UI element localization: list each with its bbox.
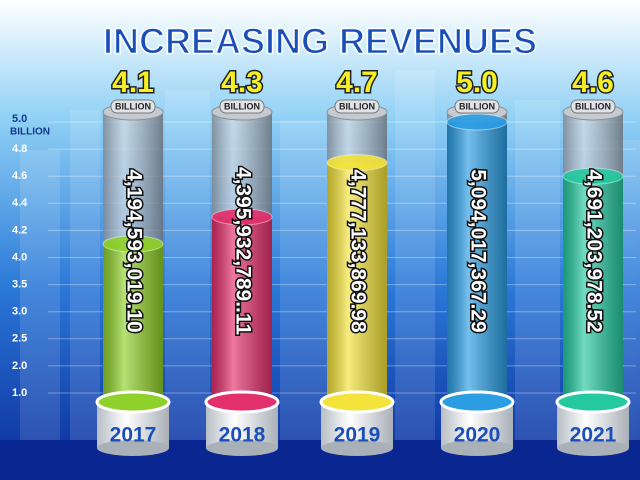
x-tick-label: 2021 [570,424,617,447]
value-unit: BILLION [224,101,260,111]
value-label: 4.7 [336,66,378,99]
tube-base-top [441,392,513,412]
exact-amount: 4,395,932,789..11 [231,167,254,335]
y-tick-label: 3.5 [12,279,27,291]
y-tick-label: 2.5 [12,333,27,345]
y-tick-label: 4.4 [12,197,28,209]
exact-amount: 4,777,133,869.98 [346,169,369,333]
y-axis-label: BILLION [10,127,50,138]
value-label: 4.3 [221,66,263,99]
tube-base-top [97,392,169,412]
exact-amount: 4,691,203,978.52 [582,169,605,333]
bar-cap [447,114,507,130]
y-tick-label: 4.6 [12,170,27,182]
y-tick-label: 5.0 [12,113,27,125]
y-tick-label: 4.0 [12,251,27,263]
tube-base-top [557,392,629,412]
exact-amount: 5,094,017,367.29 [466,169,489,333]
value-label: 5.0 [456,66,498,99]
value-unit: BILLION [575,101,611,111]
x-tick-label: 2019 [334,424,381,447]
y-tick-label: 2.0 [12,360,27,372]
chart-title: INCREASING REVENUES [103,21,537,62]
y-tick-label: 4.2 [12,224,27,236]
exact-amount: 4,194,593,019.10 [122,169,145,333]
chart: INCREASING REVENUES BILLION 1.0 2.0 2.5 3.0… [0,0,640,480]
y-tick-label: 4.8 [12,143,27,155]
tube-base-top [321,392,393,412]
value-label: 4.1 [112,66,154,99]
tube-base-top [206,392,278,412]
x-tick-label: 2017 [110,424,157,447]
value-unit: BILLION [115,101,151,111]
value-label: 4.6 [572,66,614,99]
y-tick-label: 1.0 [12,387,27,399]
value-unit: BILLION [339,101,375,111]
ground [0,440,640,480]
value-unit: BILLION [459,101,495,111]
x-tick-label: 2018 [219,424,266,447]
y-tick-label: 3.0 [12,306,27,318]
x-tick-label: 2020 [454,424,501,447]
bar-cap [327,155,387,171]
